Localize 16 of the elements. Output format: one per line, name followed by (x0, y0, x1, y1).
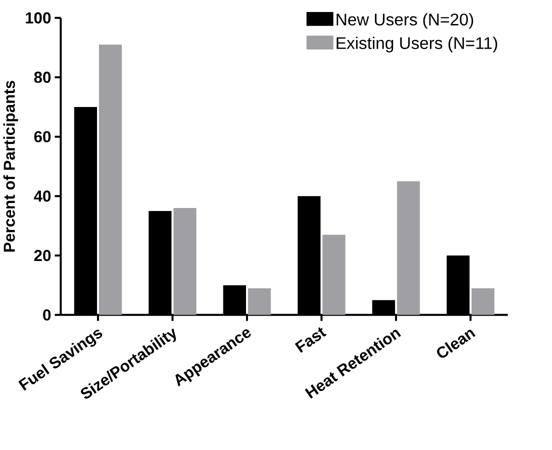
bar (173, 208, 196, 315)
bar (248, 288, 271, 315)
bar (98, 44, 122, 315)
bar (322, 234, 346, 315)
legend-label: New Users (N=20) (336, 13, 474, 29)
y-axis-title: Percent of Participants (3, 80, 18, 252)
bar (397, 181, 420, 315)
y-tick-label: 40 (34, 190, 51, 202)
y-tick-label: 20 (34, 250, 51, 262)
x-tick-label: Fast (294, 327, 327, 353)
y-tick-label: 60 (34, 131, 51, 142)
y-tick-label: 0 (43, 309, 51, 321)
y-tick-label: 80 (34, 72, 51, 83)
bar (472, 288, 494, 315)
legend-label: Existing Users (N=11) (336, 36, 498, 52)
y-tick-label: 100 (26, 12, 51, 24)
